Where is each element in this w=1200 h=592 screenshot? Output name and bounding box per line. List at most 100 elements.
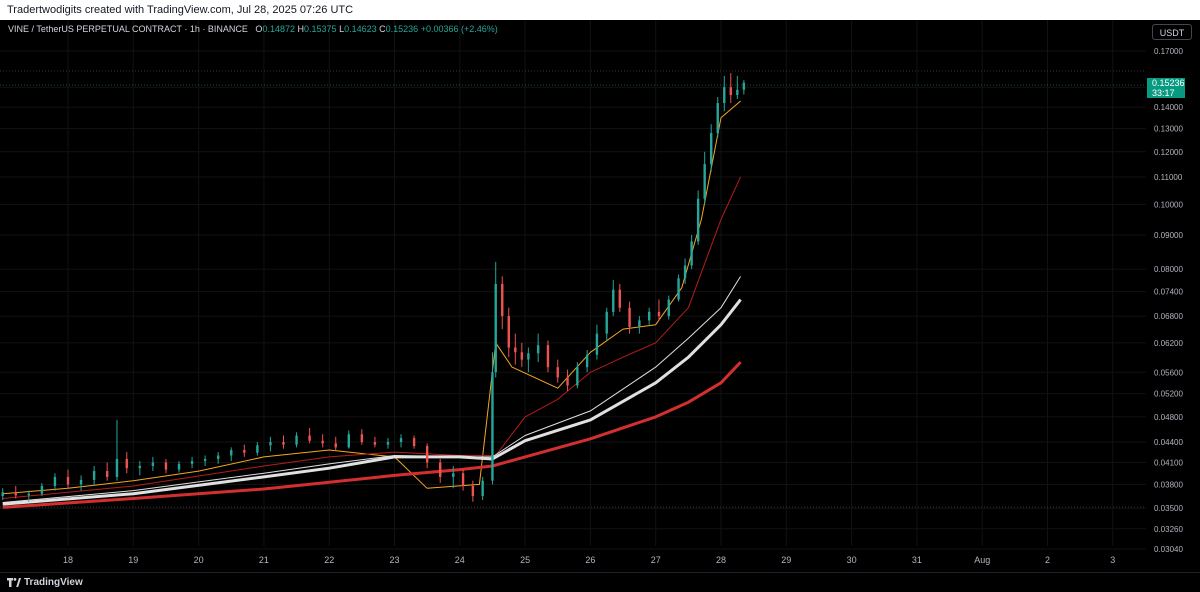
candle-body	[452, 473, 455, 477]
candle-body	[710, 133, 713, 165]
candle-body	[269, 442, 272, 446]
candle-body	[216, 455, 220, 459]
candle-body	[386, 442, 390, 445]
x-tick-label: 26	[585, 555, 595, 565]
y-tick-label: 0.03800	[1154, 480, 1183, 489]
y-tick-label: 0.17000	[1154, 47, 1183, 56]
symbol-name: VINE / TetherUS PERPETUAL CONTRACT · 1h …	[8, 24, 248, 34]
candle-body	[282, 442, 285, 445]
candle-body	[412, 438, 416, 447]
candle-body	[628, 307, 631, 327]
candle-body	[256, 445, 259, 453]
candlestick-chart[interactable]: 0.170000.150000.140000.130000.120000.110…	[0, 20, 1200, 572]
candle-body	[696, 198, 700, 242]
tradingview-logo-text[interactable]: TradingView	[24, 577, 83, 588]
candle-body	[471, 485, 475, 497]
y-tick-label: 0.05200	[1154, 390, 1183, 399]
candles	[1, 73, 746, 502]
y-tick-label: 0.11000	[1154, 173, 1183, 182]
candle-body	[40, 485, 44, 494]
y-tick-label: 0.03260	[1154, 525, 1183, 534]
open-label: O	[255, 24, 263, 34]
candle-body	[716, 103, 719, 134]
x-tick-label: 28	[716, 555, 726, 565]
candle-body	[373, 442, 377, 445]
change-value: +0.00366 (+2.46%)	[420, 24, 498, 34]
candle-body	[439, 462, 442, 477]
candle-body	[243, 450, 246, 453]
candle-body	[230, 450, 233, 456]
candle-body	[690, 241, 693, 266]
candle-body	[399, 438, 403, 443]
candle-body	[566, 377, 569, 386]
candle-body	[677, 278, 680, 300]
x-tick-label: 25	[520, 555, 530, 565]
candle-body	[501, 283, 504, 317]
x-tick-label: 29	[781, 555, 791, 565]
candle-body	[295, 435, 298, 445]
close-value: 0.15236	[385, 24, 419, 34]
y-tick-label: 0.09000	[1154, 231, 1183, 240]
candle-body	[638, 320, 641, 327]
candle-body	[115, 458, 119, 477]
candle-body	[742, 82, 746, 90]
symbol-info: VINE / TetherUS PERPETUAL CONTRACT · 1h …	[8, 24, 498, 34]
ma-line	[2, 176, 742, 499]
x-tick-label: 31	[912, 555, 922, 565]
candle-body	[347, 434, 350, 448]
x-tick-label: 27	[651, 555, 661, 565]
candle-body	[27, 493, 31, 496]
x-tick-label: 18	[63, 555, 73, 565]
y-tick-label: 0.07400	[1154, 288, 1183, 297]
candle-body	[618, 289, 621, 308]
candle-body	[507, 316, 510, 348]
tradingview-logo-icon[interactable]	[7, 578, 21, 587]
candle-body	[138, 466, 142, 469]
low-label: L	[339, 24, 345, 34]
candle-body	[164, 462, 168, 470]
x-tick-label: 21	[259, 555, 269, 565]
y-tick-label: 0.14000	[1154, 103, 1183, 112]
x-tick-label: 19	[128, 555, 138, 565]
candle-body	[203, 458, 207, 462]
y-tick-label: 0.04400	[1154, 438, 1183, 447]
ma-line	[2, 100, 741, 495]
candle-body	[425, 446, 429, 463]
bar-countdown: 33:17	[1152, 88, 1175, 98]
x-tick-label: 2	[1045, 555, 1050, 565]
close-label: C	[379, 24, 386, 34]
candle-body	[536, 345, 540, 354]
x-tick-label: Aug	[974, 555, 990, 565]
candle-body	[736, 89, 739, 96]
x-tick-label: 30	[847, 555, 857, 565]
candle-body	[321, 440, 324, 444]
candle-body	[703, 164, 706, 199]
currency-button[interactable]: USDT	[1152, 24, 1192, 40]
y-tick-label: 0.13000	[1154, 125, 1183, 134]
candle-body	[53, 476, 57, 486]
last-price: 0.15236	[1152, 78, 1185, 88]
time-axis: 18 19 20 21 22 23 24 25 26 27 28 29 30 31 Aug 2 3	[63, 555, 1115, 565]
footer: TradingView	[0, 572, 1200, 592]
high-value: 0.15375	[304, 24, 337, 34]
candle-body	[585, 354, 589, 368]
x-tick-label: 20	[194, 555, 204, 565]
open-value: 0.14872	[262, 24, 295, 34]
candle-body	[576, 367, 579, 386]
candle-body	[729, 87, 732, 96]
y-tick-label: 0.04100	[1154, 458, 1183, 467]
x-tick-label: 22	[324, 555, 334, 565]
candle-body	[177, 463, 181, 470]
price-axis: 0.170000.150000.140000.130000.120000.110…	[1154, 47, 1183, 554]
candle-body	[527, 353, 530, 360]
candle-body	[92, 471, 96, 480]
chart-area[interactable]: 0.170000.150000.140000.130000.120000.110…	[0, 20, 1200, 572]
candle-body	[461, 473, 465, 486]
y-tick-label: 0.10000	[1154, 201, 1183, 210]
candle-body	[556, 367, 559, 378]
y-tick-label: 0.05600	[1154, 368, 1183, 377]
candle-body	[647, 311, 651, 321]
candle-body	[481, 480, 484, 497]
candle-body	[494, 283, 497, 373]
y-tick-label: 0.12000	[1154, 148, 1183, 157]
